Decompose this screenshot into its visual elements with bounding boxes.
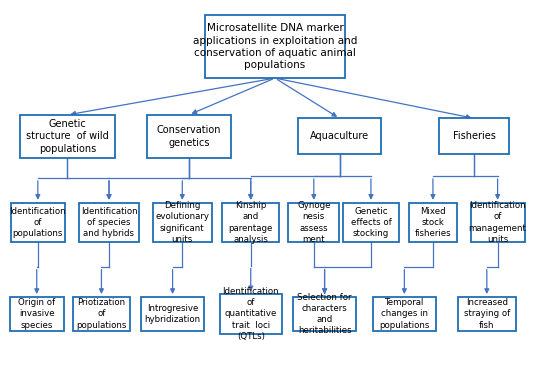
Text: Fisheries: Fisheries <box>453 131 496 141</box>
Bar <box>79 203 139 242</box>
Bar <box>222 203 279 242</box>
Bar <box>11 203 65 242</box>
Bar <box>293 297 356 331</box>
Text: Kinship
and
parentage
analysis: Kinship and parentage analysis <box>229 201 273 244</box>
Text: Selection for
characters
and
heritabilities: Selection for characters and heritabilit… <box>298 293 352 335</box>
Bar <box>20 115 114 158</box>
Bar <box>147 115 230 158</box>
Bar <box>343 203 399 242</box>
Bar <box>73 297 130 331</box>
Text: Aquaculture: Aquaculture <box>310 131 369 141</box>
Text: Gynoge
nesis
assess
ment: Gynoge nesis assess ment <box>297 201 331 244</box>
Bar <box>288 203 339 242</box>
Text: Introgresive
hybridization: Introgresive hybridization <box>145 304 201 324</box>
Text: Genetic
effects of
stocking: Genetic effects of stocking <box>350 207 391 238</box>
Bar <box>220 294 282 334</box>
Bar <box>153 203 212 242</box>
Text: Identification
of species
and hybrids: Identification of species and hybrids <box>81 207 138 238</box>
Bar <box>458 297 516 331</box>
Text: Temporal
changes in
populations: Temporal changes in populations <box>379 298 430 329</box>
Bar <box>409 203 456 242</box>
Bar <box>471 203 525 242</box>
Text: Microsatellite DNA marker
applications in exploitation and
conservation of aquat: Microsatellite DNA marker applications i… <box>193 23 357 70</box>
Text: Defining
evolutionary
significant
units: Defining evolutionary significant units <box>155 201 210 244</box>
Text: Origin of
invasive
species: Origin of invasive species <box>18 298 56 329</box>
Bar <box>372 297 436 331</box>
Text: Conservation
genetics: Conservation genetics <box>157 125 221 147</box>
Text: Genetic
structure  of wild
populations: Genetic structure of wild populations <box>26 119 109 154</box>
Text: Identification
of
management
units: Identification of management units <box>469 201 526 244</box>
Bar <box>141 297 205 331</box>
Text: Priotization
of
populations: Priotization of populations <box>76 298 126 329</box>
Bar <box>298 119 382 154</box>
Bar <box>439 119 509 154</box>
Text: Mixed
stock
fisheries: Mixed stock fisheries <box>415 207 451 238</box>
Text: Identification
of
populations: Identification of populations <box>9 207 66 238</box>
Bar <box>10 297 64 331</box>
Text: Identification
of
quantitative
trait  loci
(QTLs): Identification of quantitative trait loc… <box>222 287 279 341</box>
Text: Increased
straying of
fish: Increased straying of fish <box>464 298 510 329</box>
Bar <box>205 15 345 78</box>
